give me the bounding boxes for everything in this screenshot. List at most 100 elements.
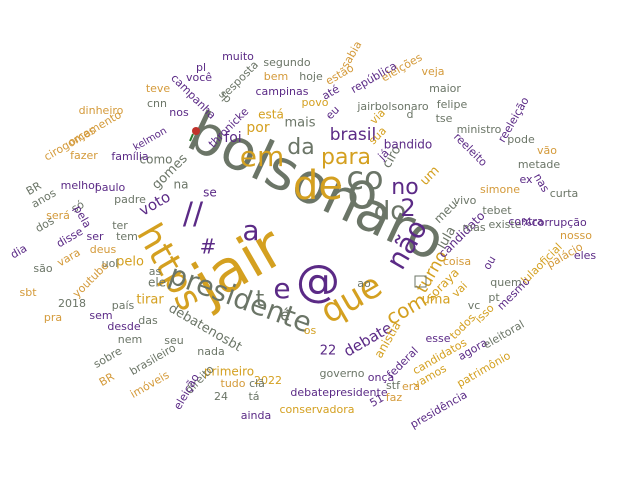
word: felipe	[437, 98, 468, 111]
word: BR	[97, 370, 117, 389]
word: tebet	[482, 204, 512, 217]
word: fazer	[70, 149, 98, 162]
word: jairbolsonaro	[356, 100, 429, 113]
word: vão	[537, 144, 557, 157]
word: família	[111, 150, 148, 163]
word: cnn	[147, 97, 167, 110]
word: no	[391, 175, 418, 200]
word: deus	[90, 243, 117, 256]
word: um	[417, 163, 442, 188]
word: a	[242, 214, 259, 247]
word: pl	[196, 61, 206, 74]
word: @	[296, 256, 340, 307]
word: segundo	[263, 56, 310, 69]
word: nem	[118, 333, 142, 346]
word: d	[407, 108, 414, 121]
word: 2022	[254, 374, 282, 387]
word: padre	[114, 193, 146, 206]
word: faz	[386, 391, 403, 404]
word: como	[140, 153, 173, 167]
word: tudo	[221, 377, 246, 390]
word: você	[186, 71, 212, 84]
word: sem	[89, 309, 112, 322]
word: quem	[490, 276, 521, 289]
word: 24	[214, 390, 228, 403]
word: disse	[54, 225, 85, 251]
word: tá	[248, 390, 259, 403]
word: nos	[169, 106, 189, 119]
word: 22	[320, 344, 337, 359]
word: esse	[426, 332, 451, 345]
word: brasileiro	[127, 341, 178, 378]
word: será	[46, 209, 70, 222]
word: mais	[284, 116, 315, 131]
word: ele	[148, 276, 166, 290]
word: paulo	[95, 181, 126, 194]
word: o	[347, 163, 378, 221]
word: se	[203, 186, 217, 200]
word: contra	[508, 215, 543, 228]
word: dia	[8, 242, 29, 262]
word: onça	[368, 371, 395, 384]
word: são	[33, 262, 52, 275]
word: melhor	[61, 179, 100, 192]
word: tse	[436, 112, 453, 125]
word: das	[138, 314, 158, 327]
word: desde	[107, 320, 140, 333]
word: sbt	[19, 286, 37, 299]
word: kelmon	[132, 126, 169, 154]
word: veja	[421, 65, 444, 78]
word: brasil	[330, 125, 377, 145]
word: ainda	[241, 409, 272, 422]
word: %corrupção	[521, 216, 587, 229]
word: povo	[302, 96, 329, 109]
word: foi	[224, 130, 241, 146]
word: dinheiro	[79, 104, 124, 117]
word: da	[287, 135, 314, 160]
word: pela	[71, 203, 94, 230]
word: hoje	[299, 70, 323, 83]
word: teve	[146, 82, 171, 95]
word: eleitoral	[481, 318, 526, 352]
word: pelo	[116, 255, 144, 270]
rose-icon	[189, 127, 200, 142]
word: bem	[264, 70, 288, 83]
word: só	[69, 198, 87, 216]
word: vara	[55, 246, 83, 270]
word: ministro	[457, 123, 502, 136]
word: simone	[480, 183, 520, 196]
word: é	[280, 306, 290, 325]
word: reeleito	[451, 130, 490, 169]
word: primeiro	[204, 365, 254, 379]
word: ter	[112, 219, 128, 232]
word: país	[112, 299, 135, 312]
word: metade	[518, 158, 561, 171]
word: está	[258, 108, 284, 122]
word: coisa	[443, 255, 471, 268]
word: campinas	[256, 85, 309, 98]
word: pra	[44, 311, 62, 324]
word: clã	[249, 377, 265, 390]
word: nada	[197, 345, 224, 358]
word: sobre	[91, 344, 124, 371]
word: #	[200, 235, 217, 259]
word: co	[346, 159, 383, 197]
word: vc	[468, 299, 481, 312]
word: ou	[481, 254, 499, 272]
word: governo	[319, 367, 364, 380]
word: bandido	[384, 138, 433, 152]
word: debatepresidente	[290, 386, 387, 399]
word: e	[273, 272, 290, 305]
word: na	[174, 178, 189, 192]
word: as	[149, 265, 162, 278]
word: eles	[574, 249, 597, 262]
word: //	[183, 197, 204, 232]
word: ao	[357, 277, 371, 290]
word: existe	[489, 218, 522, 231]
word: t	[256, 287, 265, 312]
word: 2	[400, 194, 415, 222]
word: ex	[519, 173, 533, 186]
word: vivo	[454, 194, 477, 207]
word: tem	[116, 230, 138, 243]
